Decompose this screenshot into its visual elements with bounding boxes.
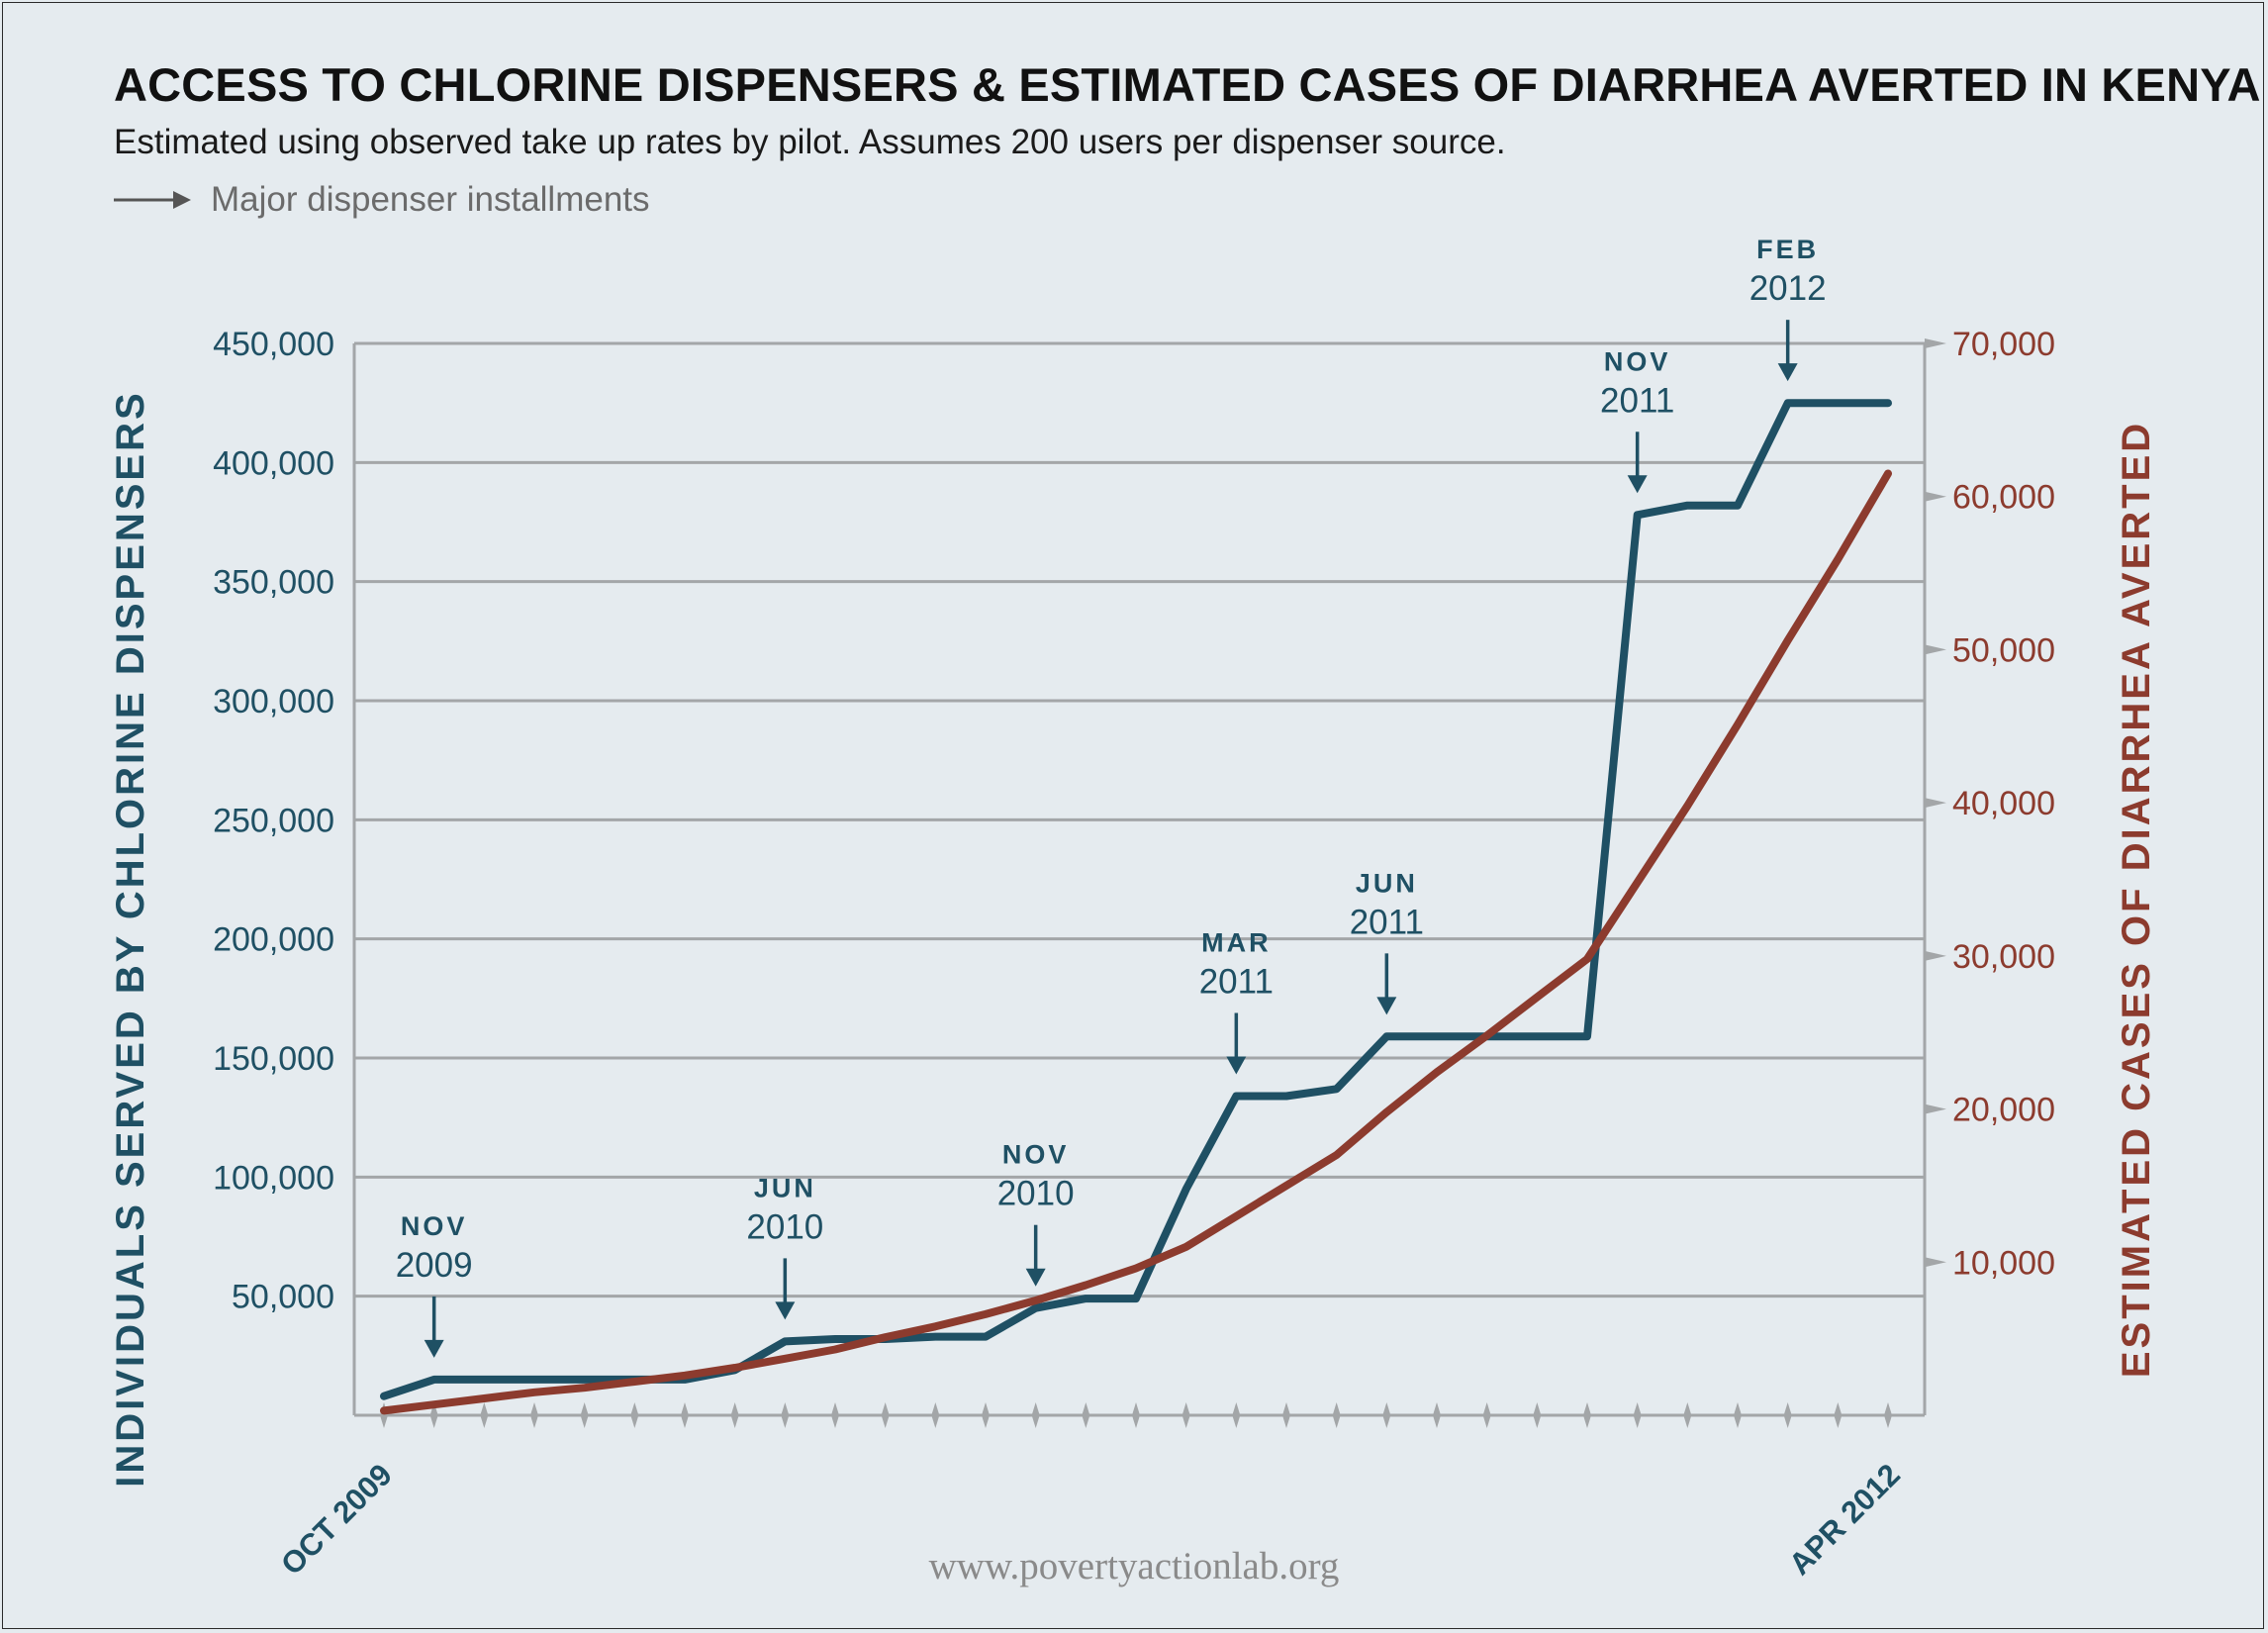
right-tick-mark <box>1925 798 1946 809</box>
series-line-individuals <box>380 399 1892 1400</box>
x-tick-mark <box>530 1402 538 1428</box>
right-tick-mark <box>1925 338 1946 348</box>
x-tick-mark <box>1181 1402 1190 1428</box>
x-tick-mark <box>1783 1402 1792 1428</box>
right-tick-label: 20,000 <box>1952 1092 2055 1129</box>
x-tick-mark <box>982 1402 990 1428</box>
x-tick-mark <box>480 1402 489 1428</box>
annotation-year: 2012 <box>1749 269 1827 308</box>
right-tick-label: 60,000 <box>1952 479 2055 517</box>
annotation-year: 2010 <box>746 1207 823 1246</box>
x-tick-mark <box>1884 1402 1892 1428</box>
right-tick-mark <box>1925 644 1946 655</box>
annotation-month: FEB <box>1756 235 1819 264</box>
right-tick-label: 40,000 <box>1952 785 2055 822</box>
x-tick-mark <box>881 1402 890 1428</box>
right-arrow-icon <box>114 191 191 209</box>
down-arrow-icon <box>424 1339 444 1358</box>
x-tick-mark <box>781 1402 790 1428</box>
annotation-year: 2011 <box>1350 903 1424 941</box>
x-tick-mark <box>1031 1402 1040 1428</box>
x-tick-mark <box>730 1402 739 1428</box>
x-tick-mark <box>931 1402 940 1428</box>
right-tick-mark <box>1925 1104 1946 1114</box>
annotation-year: 2011 <box>1600 381 1674 420</box>
x-tick-mark <box>429 1402 438 1428</box>
left-axis-title: INDIVIDUALS SERVED BY CHLORINE DISPENSER… <box>109 390 152 1487</box>
x-tick-mark <box>1583 1402 1591 1428</box>
x-tick-mark <box>1082 1402 1090 1428</box>
series-line-diarrhea <box>380 469 1892 1415</box>
left-tick-label: 350,000 <box>213 564 334 602</box>
down-arrow-icon <box>1025 1268 1046 1287</box>
x-tick-mark <box>580 1402 589 1428</box>
right-tick-label: 10,000 <box>1952 1244 2055 1282</box>
annotation-year: 2010 <box>997 1175 1075 1213</box>
x-tick-mark <box>831 1402 839 1428</box>
annotation-month: JUN <box>754 1173 816 1202</box>
x-tick-mark <box>1734 1402 1742 1428</box>
right-tick-mark <box>1925 950 1946 961</box>
right-tick-label: 30,000 <box>1952 938 2055 976</box>
x-tick-mark <box>1482 1402 1491 1428</box>
down-arrow-icon <box>1226 1056 1247 1075</box>
legend-label: Major dispenser installments <box>211 180 650 219</box>
left-tick-label: 100,000 <box>213 1159 334 1197</box>
annotation-year: 2009 <box>396 1246 473 1285</box>
x-tick-mark <box>1834 1402 1843 1428</box>
x-tick-mark <box>1132 1402 1140 1428</box>
x-tick-mark <box>380 1402 388 1428</box>
annotation-month: JUN <box>1356 868 1418 898</box>
right-axis-title: ESTIMATED CASES OF DIARRHEA AVERTED <box>2115 421 2158 1378</box>
left-tick-label: 400,000 <box>213 444 334 482</box>
right-tick-label: 70,000 <box>1952 326 2055 363</box>
left-tick-label: 250,000 <box>213 802 334 839</box>
right-tick-mark <box>1925 1257 1946 1268</box>
left-tick-label: 300,000 <box>213 683 334 720</box>
left-tick-label: 450,000 <box>213 326 334 363</box>
x-tick-mark <box>681 1402 689 1428</box>
annotation-month: NOV <box>401 1211 468 1241</box>
annotation-month: MAR <box>1201 928 1272 958</box>
x-tick-mark <box>1382 1402 1391 1428</box>
x-tick-mark <box>1232 1402 1241 1428</box>
x-tick-mark <box>1433 1402 1441 1428</box>
chart-title: ACCESS TO CHLORINE DISPENSERS & ESTIMATE… <box>114 58 2261 111</box>
right-tick-label: 50,000 <box>1952 631 2055 669</box>
x-tick-mark <box>1683 1402 1692 1428</box>
down-arrow-icon <box>775 1301 796 1320</box>
down-arrow-icon <box>1627 475 1648 494</box>
annotation-month: NOV <box>1604 346 1671 376</box>
chart-subtitle: Estimated using observed take up rates b… <box>114 123 1506 161</box>
right-tick-mark <box>1925 491 1946 502</box>
down-arrow-icon <box>1777 363 1798 382</box>
annotation-month: NOV <box>1002 1140 1070 1170</box>
left-tick-label: 50,000 <box>232 1279 334 1316</box>
down-arrow-icon <box>1376 997 1397 1015</box>
x-tick-mark <box>630 1402 639 1428</box>
legend: Major dispenser installments <box>114 180 650 220</box>
x-tick-mark <box>1533 1402 1542 1428</box>
annotation-year: 2011 <box>1199 963 1274 1002</box>
footer-credit: www.povertyactionlab.org <box>928 1545 1340 1587</box>
x-tick-mark <box>1332 1402 1341 1428</box>
left-tick-label: 200,000 <box>213 921 334 959</box>
left-tick-label: 150,000 <box>213 1040 334 1078</box>
x-tick-mark <box>1282 1402 1290 1428</box>
x-tick-mark <box>1633 1402 1642 1428</box>
